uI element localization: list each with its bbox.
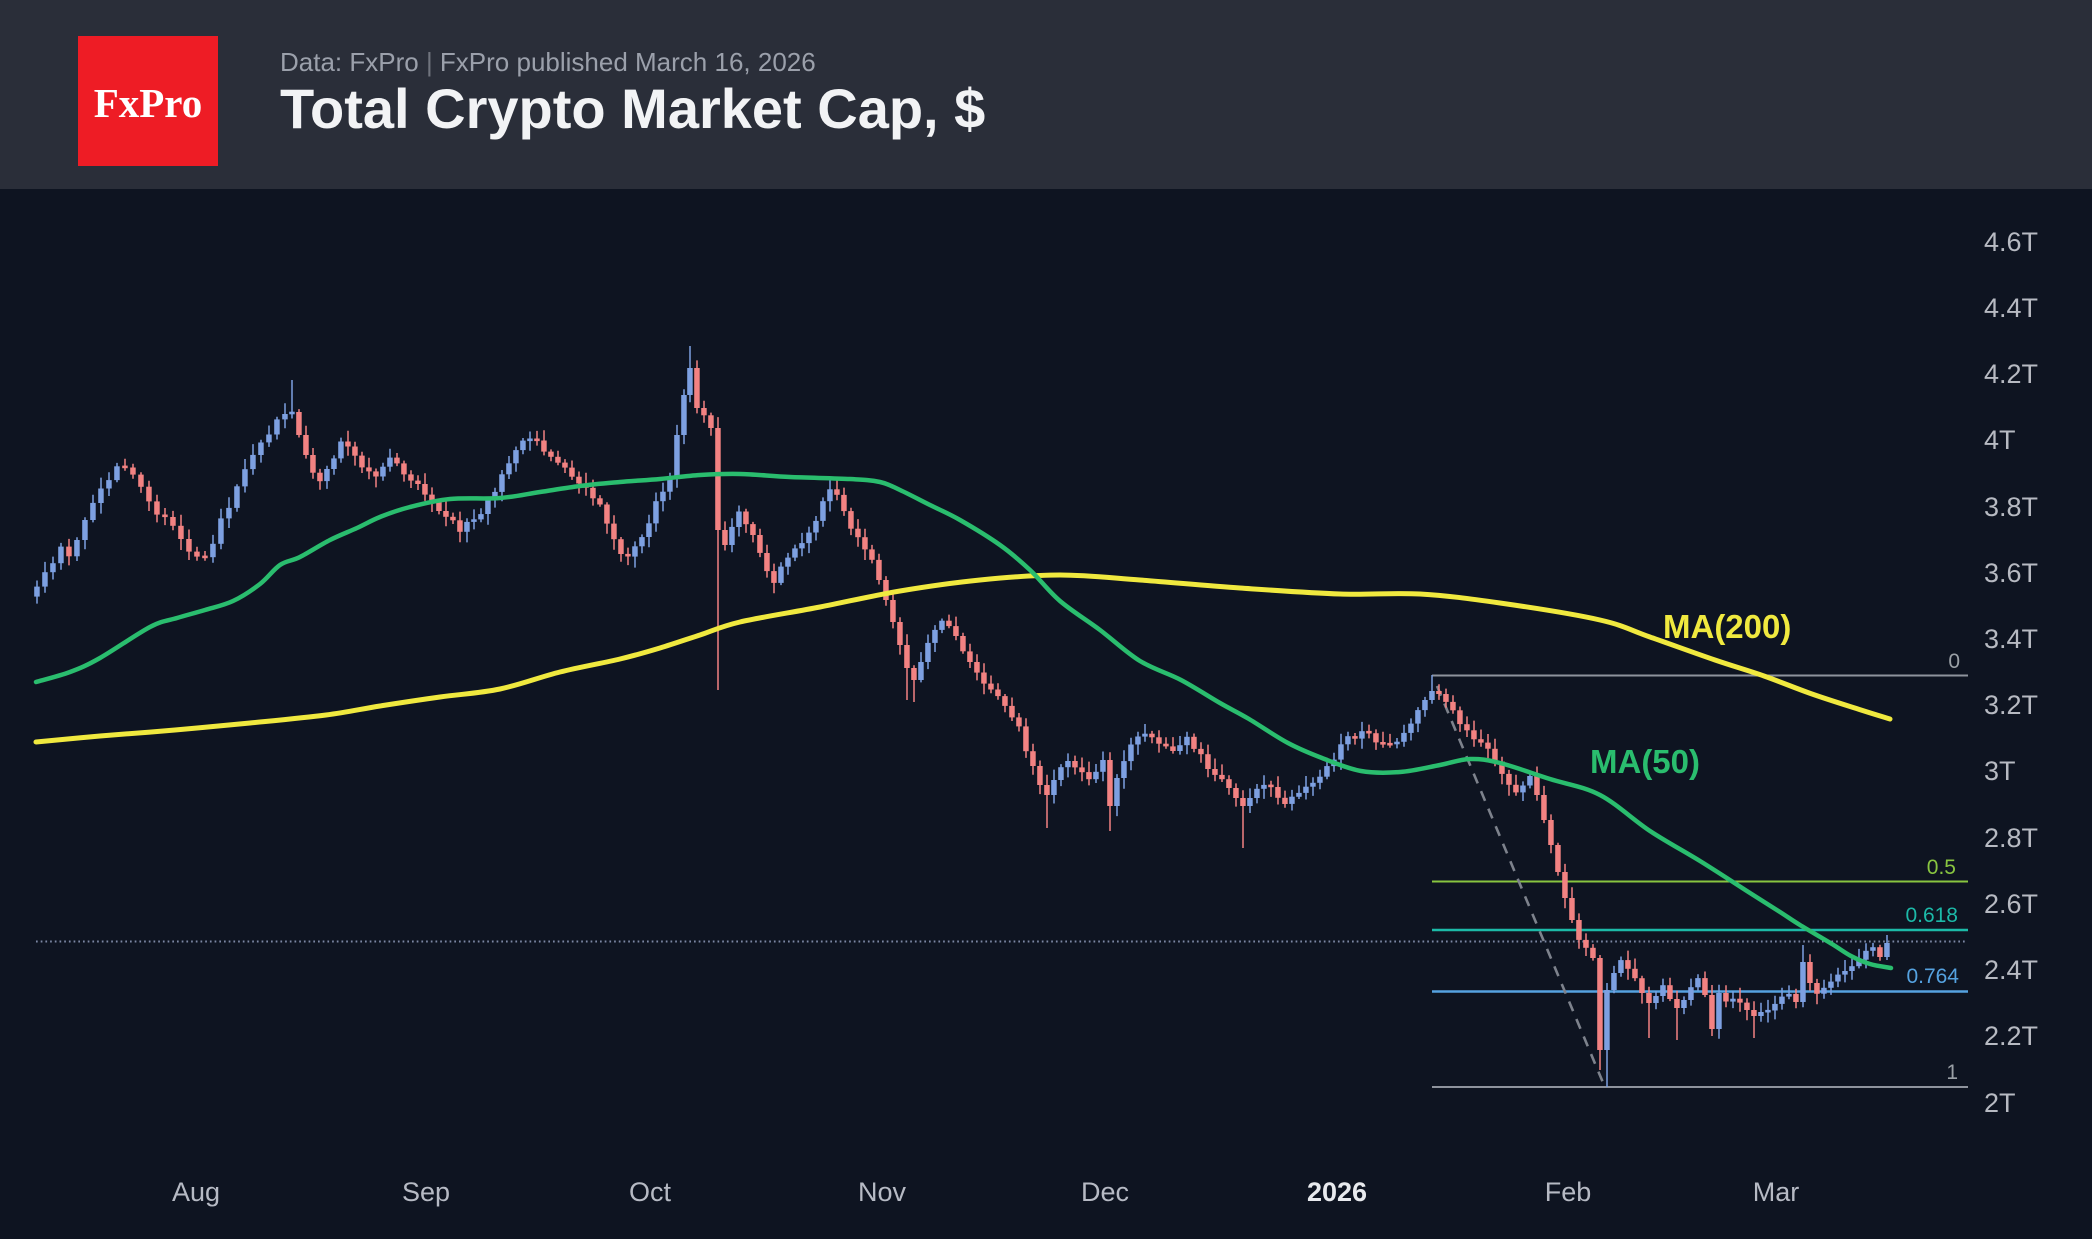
svg-text:0.618: 0.618 (1905, 904, 1958, 927)
svg-text:MA(200): MA(200) (1663, 608, 1791, 645)
svg-text:Data: FxPro | FxPro published: Data: FxPro | FxPro published March 16, … (280, 47, 816, 77)
svg-text:Aug: Aug (172, 1177, 220, 1207)
svg-text:FxPro: FxPro (94, 80, 203, 126)
svg-text:2.6T: 2.6T (1984, 889, 2038, 919)
svg-text:2.2T: 2.2T (1984, 1021, 2038, 1051)
svg-text:0.5: 0.5 (1927, 856, 1956, 879)
svg-text:1: 1 (1946, 1061, 1958, 1084)
svg-text:Mar: Mar (1753, 1177, 1800, 1207)
svg-text:4.2T: 4.2T (1984, 359, 2038, 389)
svg-text:Dec: Dec (1081, 1177, 1129, 1207)
svg-text:Nov: Nov (858, 1177, 907, 1207)
svg-text:2.8T: 2.8T (1984, 823, 2038, 853)
svg-text:3.6T: 3.6T (1984, 558, 2038, 588)
svg-text:Sep: Sep (402, 1177, 450, 1207)
svg-text:2.4T: 2.4T (1984, 955, 2038, 985)
svg-text:4T: 4T (1984, 425, 2016, 455)
svg-text:Feb: Feb (1545, 1177, 1592, 1207)
svg-text:3.4T: 3.4T (1984, 624, 2038, 654)
svg-text:4.4T: 4.4T (1984, 293, 2038, 323)
svg-text:Total Crypto Market Cap, $: Total Crypto Market Cap, $ (280, 77, 985, 140)
svg-text:3.8T: 3.8T (1984, 492, 2038, 522)
svg-text:4.6T: 4.6T (1984, 227, 2038, 257)
svg-text:3T: 3T (1984, 756, 2016, 786)
svg-text:2T: 2T (1984, 1088, 2016, 1118)
svg-text:Oct: Oct (629, 1177, 672, 1207)
svg-text:MA(50): MA(50) (1590, 743, 1700, 780)
svg-text:0.764: 0.764 (1906, 965, 1959, 988)
svg-text:0: 0 (1948, 650, 1960, 673)
svg-text:2026: 2026 (1307, 1177, 1367, 1207)
svg-text:3.2T: 3.2T (1984, 690, 2038, 720)
